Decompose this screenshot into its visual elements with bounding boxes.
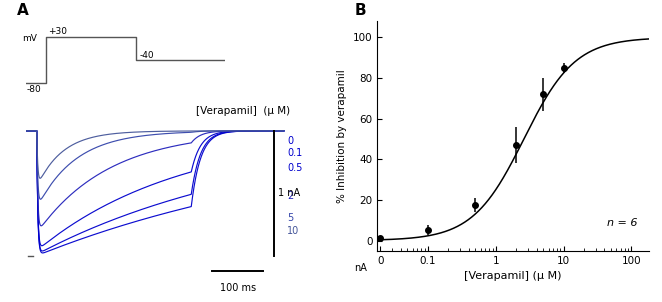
Text: 5: 5	[287, 213, 293, 223]
Text: 2: 2	[287, 191, 293, 201]
Y-axis label: % Inhibition by verapamil: % Inhibition by verapamil	[338, 69, 348, 203]
X-axis label: [Verapamil] (μ M): [Verapamil] (μ M)	[464, 271, 562, 281]
Text: 10: 10	[287, 226, 299, 236]
Text: B: B	[354, 3, 366, 18]
Text: +30: +30	[48, 27, 68, 36]
Text: 0: 0	[287, 136, 293, 146]
Text: 100 ms: 100 ms	[220, 283, 256, 293]
Text: 0.5: 0.5	[287, 163, 303, 173]
Text: mV: mV	[23, 34, 37, 43]
Text: A: A	[17, 3, 28, 18]
Text: 1 nA: 1 nA	[278, 188, 300, 198]
Text: n = 6: n = 6	[608, 218, 638, 228]
Text: [Verapamil]  (μ M): [Verapamil] (μ M)	[197, 106, 291, 116]
Text: -40: -40	[140, 51, 154, 59]
Text: 0.1: 0.1	[287, 148, 303, 158]
Text: -80: -80	[26, 85, 41, 94]
Text: nA: nA	[354, 263, 367, 273]
